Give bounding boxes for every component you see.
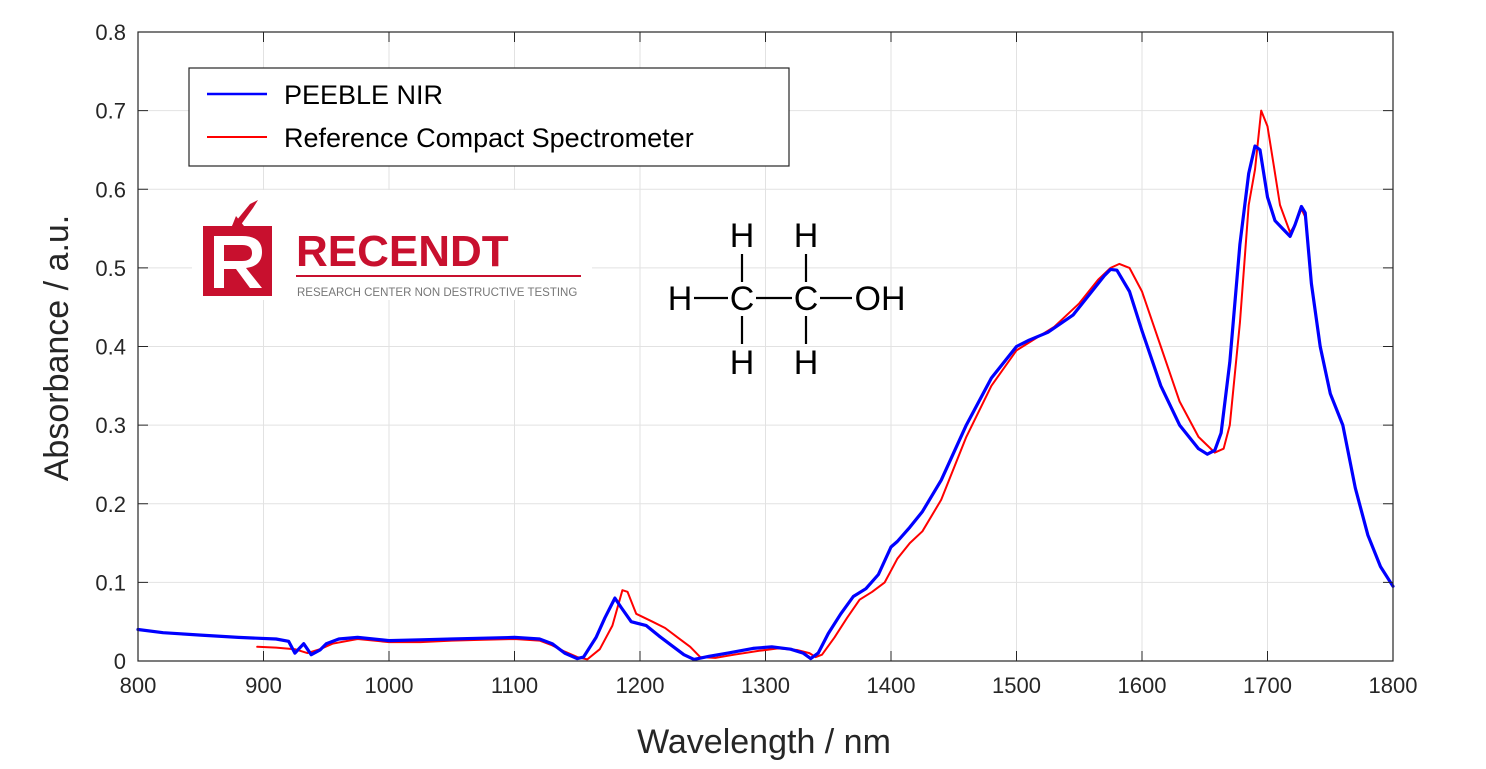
atom-h-top-1: H (730, 217, 755, 255)
x-tick-label: 1600 (1118, 673, 1167, 698)
x-axis-title: Wavelength / nm (637, 723, 891, 761)
x-tick-label: 1300 (741, 673, 790, 698)
x-tick-label: 800 (120, 673, 157, 698)
y-tick-label: 0.2 (95, 492, 126, 517)
y-tick-label: 0.7 (95, 99, 126, 124)
atom-c-2: C (794, 280, 819, 318)
x-tick-label: 1200 (616, 673, 665, 698)
legend-box (188, 67, 790, 167)
x-tick-label: 1500 (992, 673, 1041, 698)
series-line-peeble-nir (136, 144, 1395, 661)
legend-label-peeble-nir: PEEBLE NIR (284, 80, 443, 110)
recendt-logo: RECENDT RESEARCH CENTER NON DESTRUCTIVE … (192, 190, 592, 300)
x-tick-label: 900 (245, 673, 282, 698)
x-tick-label: 1100 (491, 673, 538, 698)
y-tick-label: 0.4 (95, 335, 126, 360)
x-tick-label: 1400 (867, 673, 916, 698)
atom-h-bottom-1: H (730, 344, 755, 382)
y-tick-label: 0.5 (95, 256, 126, 281)
y-tick-label: 0.8 (95, 20, 126, 45)
atom-h-top-2: H (794, 217, 819, 255)
logo-tagline: RESEARCH CENTER NON DESTRUCTIVE TESTING (297, 287, 577, 299)
ethanol-structure: H H H C C OH H H (668, 217, 906, 382)
legend: PEEBLE NIR Reference Compact Spectromete… (188, 67, 790, 167)
y-axis-title: Absorbance / a.u. (38, 215, 76, 482)
x-tick-label: 1700 (1243, 673, 1292, 698)
logo-wordmark: RECENDT (296, 227, 509, 276)
plot-series (136, 109, 1395, 661)
y-tick-label: 0 (114, 649, 126, 674)
y-tick-label: 0.3 (95, 413, 126, 438)
atom-oh: OH (855, 280, 906, 318)
logo-r-mark-icon (203, 200, 272, 296)
legend-label-reference: Reference Compact Spectrometer (284, 123, 694, 153)
axis-ticks (137, 31, 1394, 662)
y-tick-label: 0.1 (95, 570, 126, 595)
y-tick-label: 0.6 (95, 177, 126, 202)
x-tick-label: 1000 (365, 673, 414, 698)
atom-c-1: C (730, 280, 755, 318)
atom-h-bottom-2: H (794, 344, 819, 382)
x-tick-label: 1800 (1369, 673, 1418, 698)
atom-h-left: H (668, 280, 693, 318)
tick-labels: 800 900 1000 1100 1200 1300 1400 1500 1600 1700 18… (95, 20, 1417, 698)
